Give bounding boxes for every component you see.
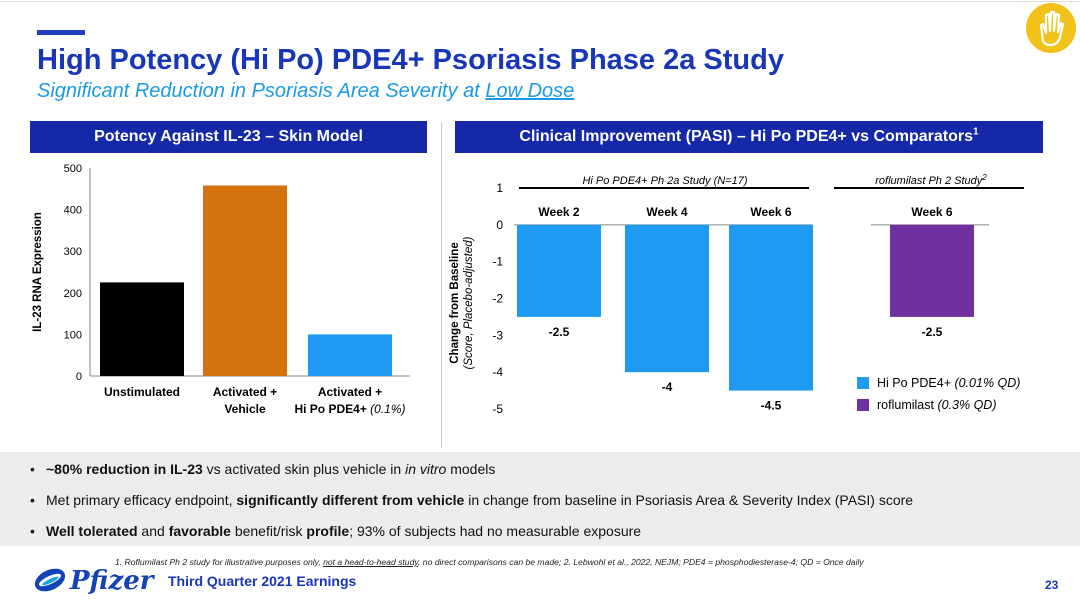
pfizer-wordmark: Pfizer [70,566,154,596]
category-label-line2: Hi Po PDE4+ (0.1%) [294,402,405,416]
title-accent-bar [37,30,85,35]
data-label: -4.5 [761,399,782,413]
y-tick-label: 500 [64,163,82,175]
y-tick-label: 1 [496,181,503,195]
page-subtitle: Significant Reduction in Psoriasis Area … [37,80,574,103]
bullet-3-part-4: profile [306,523,350,539]
bullet-1-part-1: vs activated skin plus vehicle in [202,461,406,477]
bar-1 [625,224,709,373]
y-tick-label: 300 [64,246,82,258]
top-rule [0,1,1080,2]
y-axis-label-2: (Score, Placebo-adjusted) [463,236,475,369]
data-label: -2.5 [549,325,570,339]
legend-dose: (0.3% QD) [934,398,997,412]
y-tick-label: -4 [492,365,503,379]
bar-1 [203,185,287,376]
bullet-3-part-3: benefit/risk [230,523,307,539]
category-label: Week 6 [911,205,952,219]
pasi-bar-chart: 1 0 -1 -2 -3 -4 -5 Change from Baseline (Score, … [449,173,1024,416]
data-label: -4 [662,380,673,394]
bullet-3-part-0: Well tolerated [46,523,138,539]
bullet-1-part-3: models [446,461,496,477]
y-tick-label: 200 [64,288,82,300]
group-2-label-sup: 2 [981,173,987,182]
panel-divider [441,122,442,448]
subtitle-text: Significant Reduction in Psoriasis Area … [37,80,486,102]
category-label: Activated + [213,385,277,399]
legend-label-1: roflumilast (0.3% QD) [877,398,996,412]
footer-text: Third Quarter 2021 Earnings [168,573,357,589]
y-tick-label: 0 [76,371,82,383]
bullet-2-part-1: significantly different from vehicle [236,492,465,508]
legend-swatch-0 [857,377,869,389]
footnote-part-2: , no direct comparisons can be made; 2. … [418,557,864,567]
bullet-3-part-1: and [137,523,169,539]
bar-2 [729,224,813,391]
bar-3 [890,224,974,317]
footnote-part-0: 1. Roflumilast Ph 2 study for illustrati… [115,557,324,567]
category-label: Week 2 [538,205,579,219]
group-2-label-text: roflumilast Ph 2 Study [875,175,983,187]
data-label: -2.5 [922,325,943,339]
pfizer-logo-icon [32,562,68,603]
bar-2 [308,334,392,376]
category-label-main: Vehicle [224,402,266,416]
legend-name: roflumilast [877,398,934,412]
y-tick-label: -3 [492,328,503,342]
y-tick-label: 400 [64,205,82,217]
key-points-box [0,452,1080,546]
bullet-2-part-0: Met primary efficacy endpoint, [46,492,237,508]
footnote: 1. Roflumilast Ph 2 study for illustrati… [115,557,864,567]
page-title: High Potency (Hi Po) PDE4+ Psoriasis Pha… [37,44,784,76]
footnote-part-1: not a head-to-head study [323,557,419,567]
category-label: Week 6 [750,205,791,219]
bullet-2-text: Met primary efficacy endpoint, significa… [46,492,913,508]
legend-swatch-1 [857,399,869,411]
bullet-1: • ~80% reduction in IL-23 vs activated sk… [30,461,496,477]
y-tick-label: 0 [496,218,503,232]
bullet-3: • Well tolerated and favorable benefit/ri… [30,523,642,539]
right-panel-header: Clinical Improvement (PASI) – Hi Po PDE4… [455,121,1043,153]
y-axis-label: Change from Baseline [449,242,461,363]
category-label-suffix: (0.1%) [367,402,406,416]
y-tick-label: -2 [492,292,503,306]
bullet-3-part-2: favorable [168,523,231,539]
group-2-label: roflumilast Ph 2 Study2 [875,173,987,187]
y-tick-label: 100 [64,329,82,341]
category-label: Week 4 [646,205,687,219]
legend-label-0: Hi Po PDE4+ (0.01% QD) [877,376,1020,390]
bullet-1-text: ~80% reduction in IL-23 vs activated ski… [46,461,495,477]
legend-dose: (0.01% QD) [951,376,1020,390]
category-label: Activated + [318,385,382,399]
legend-name: Hi Po PDE4+ [877,376,951,390]
bar-0 [517,224,601,317]
bullet-1-part-0: ~80% reduction in IL-23 [46,461,203,477]
left-panel-header: Potency Against IL-23 – Skin Model [30,121,427,153]
y-tick-label: -1 [492,255,503,269]
il23-bar-chart: 0 100 200 300 400 500 IL-23 RNA Expression Unst… [32,163,410,416]
bar-0 [100,282,184,376]
category-label: Unstimulated [104,385,180,399]
group-1-label: Hi Po PDE4+ Ph 2a Study (N=17) [582,175,747,187]
hand-logo-icon [1026,3,1076,53]
y-axis-label: IL-23 RNA Expression [32,212,44,332]
bullet-2: • Met primary efficacy endpoint, signific… [30,492,914,508]
right-panel-header-sup: 1 [973,126,979,138]
right-panel-header-text: Clinical Improvement (PASI) – Hi Po PDE4… [519,128,974,145]
category-label-main: Hi Po PDE4+ [294,402,366,416]
page-number: 23 [1045,578,1059,592]
subtitle-emphasis: Low Dose [485,80,575,102]
category-label-line2: Vehicle [224,402,266,416]
y-tick-label: -5 [492,402,503,416]
bullet-1-part-2: in vitro [405,461,447,477]
bullet-3-part-5: ; 93% of subjects had no measurable expo… [349,523,642,539]
bullet-2-part-2: in change from baseline in Psoriasis Are… [464,492,914,508]
bullet-3-text: Well tolerated and favorable benefit/ris… [46,523,641,539]
